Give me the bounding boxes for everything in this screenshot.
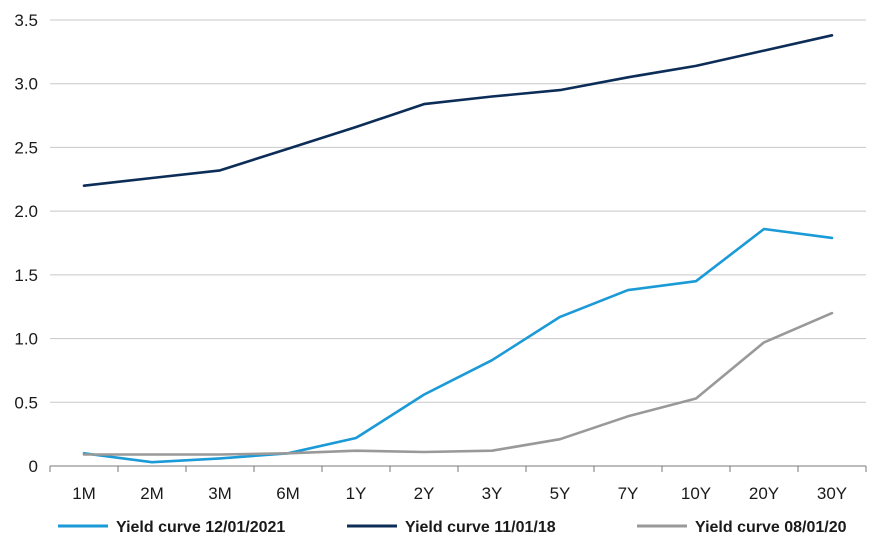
y-tick-label: 3.0 (14, 75, 38, 94)
x-tick-label: 3M (208, 484, 232, 503)
y-tick-label: 1.0 (14, 330, 38, 349)
legend-label: Yield curve 08/01/20 (695, 519, 847, 536)
x-tick-label: 10Y (681, 484, 711, 503)
y-tick-label: 3.5 (14, 11, 38, 30)
x-tick-label: 3Y (482, 484, 503, 503)
x-tick-label: 1M (72, 484, 96, 503)
y-tick-label: 2.0 (14, 202, 38, 221)
y-tick-label: 2.5 (14, 138, 38, 157)
series-line (84, 35, 832, 185)
grid-layer (50, 20, 866, 402)
series-line (84, 229, 832, 462)
x-tick-label: 7Y (618, 484, 639, 503)
axis-layer: 0 0.5 1.0 1.5 2.0 2.5 3.0 3.5 1M 2M 3M 6M 1Y 2Y 3Y 5Y 7Y… (14, 11, 866, 503)
y-tick-label: 0 (29, 457, 38, 476)
x-tick-label: 30Y (817, 484, 847, 503)
legend-label: Yield curve 11/01/18 (405, 519, 556, 536)
series-layer (84, 35, 832, 462)
legend-label: Yield curve 12/01/2021 (116, 519, 285, 536)
x-tick-label: 5Y (550, 484, 571, 503)
y-tick-label: 1.5 (14, 266, 38, 285)
x-tick-label: 2M (140, 484, 164, 503)
x-tick-label: 6M (276, 484, 300, 503)
series-line (84, 313, 832, 454)
x-tick-label: 1Y (346, 484, 367, 503)
x-tick-label: 2Y (414, 484, 435, 503)
legend: Yield curve 12/01/2021 Yield curve 11/01/… (58, 519, 847, 536)
x-tick-label: 20Y (749, 484, 779, 503)
y-tick-label: 0.5 (14, 393, 38, 412)
